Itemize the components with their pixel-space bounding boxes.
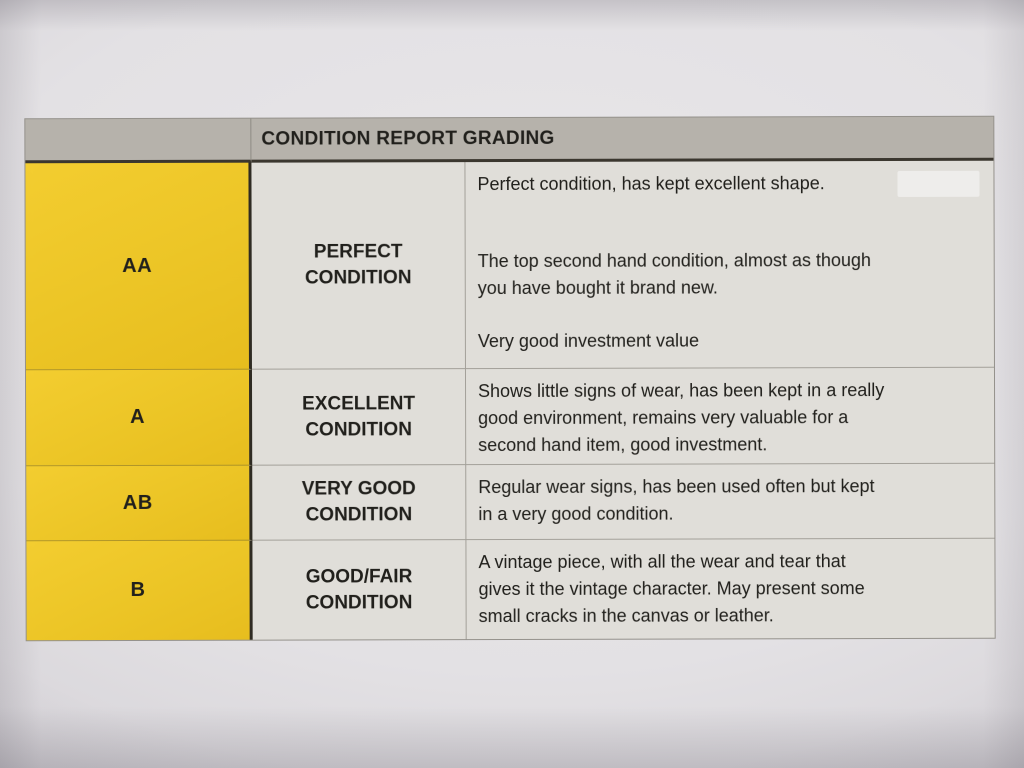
table-title: CONDITION REPORT GRADING bbox=[261, 127, 555, 150]
condition-grading-table: CONDITION REPORT GRADING AA PERFECT COND… bbox=[24, 115, 996, 642]
description-paragraph: Very good investment value bbox=[477, 330, 700, 352]
header-spacer-cell bbox=[25, 118, 252, 164]
condition-description-cell-aa: Perfect condition, has kept excellent sh… bbox=[465, 160, 994, 370]
grade-cell-ab: AB bbox=[26, 465, 253, 542]
grade-cell-b: B bbox=[26, 540, 253, 641]
grade-text: AA bbox=[122, 254, 153, 277]
condition-description-cell-b: A vintage piece, with all the wear and t… bbox=[466, 538, 995, 640]
grade-cell-aa: AA bbox=[25, 162, 252, 371]
condition-name-cell-ab: VERY GOOD CONDITION bbox=[252, 465, 467, 541]
condition-name-text: EXCELLENT CONDITION bbox=[302, 392, 416, 441]
condition-description-cell-a: Shows little signs of wear, has been kep… bbox=[465, 367, 995, 466]
condition-name-cell-a: EXCELLENT CONDITION bbox=[251, 369, 467, 466]
table-header: CONDITION REPORT GRADING bbox=[251, 116, 994, 163]
description-paragraph: A vintage piece, with all the wear and t… bbox=[478, 551, 865, 627]
grade-cell-a: A bbox=[25, 369, 253, 467]
grade-text: A bbox=[130, 405, 146, 428]
description-paragraph: The top second hand condition, almost as… bbox=[477, 250, 871, 299]
grade-text: B bbox=[130, 578, 146, 601]
description-paragraph: Regular wear signs, has been used often … bbox=[478, 476, 875, 525]
condition-name-text: PERFECT CONDITION bbox=[304, 241, 412, 289]
condition-name-text: VERY GOOD CONDITION bbox=[301, 478, 416, 526]
condition-name-text: GOOD/FAIR CONDITION bbox=[305, 565, 413, 614]
condition-description-cell-ab: Regular wear signs, has been used often … bbox=[466, 463, 995, 541]
grade-text: AB bbox=[122, 491, 153, 514]
condition-name-cell-aa: PERFECT CONDITION bbox=[251, 162, 466, 370]
description-paragraph: Shows little signs of wear, has been kep… bbox=[478, 380, 885, 456]
whiteout-patch bbox=[897, 170, 980, 197]
condition-name-cell-b: GOOD/FAIR CONDITION bbox=[252, 540, 467, 640]
